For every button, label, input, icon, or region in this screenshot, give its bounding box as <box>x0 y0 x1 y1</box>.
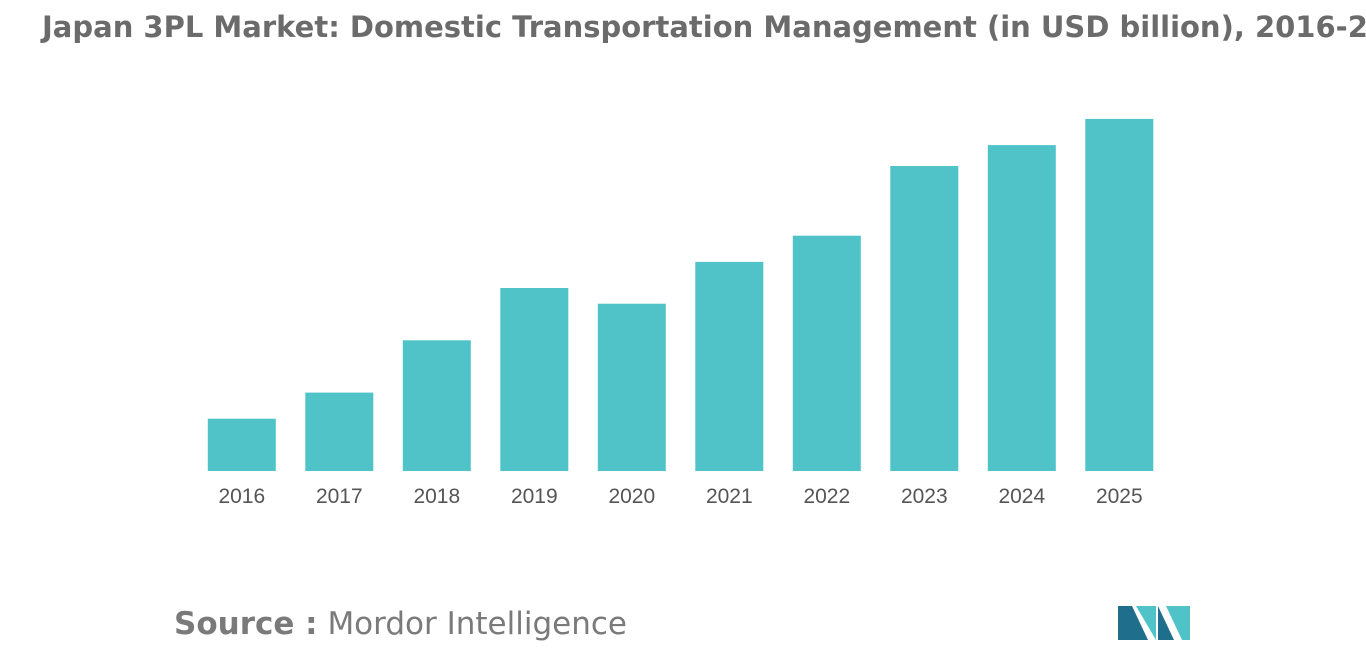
x-tick-label-2024: 2024 <box>998 485 1045 508</box>
x-tick-label-2022: 2022 <box>803 485 850 508</box>
logo-left-shape <box>1118 606 1148 640</box>
bar-2025 <box>1085 118 1154 472</box>
chart-title: Japan 3PL Market: Domestic Transportatio… <box>42 10 1366 44</box>
bar-2021 <box>695 261 764 471</box>
bar-chart: 2016 2017 2018 2019 2020 2021 2022 2023 2024 2025 <box>207 118 1154 508</box>
bar-2022 <box>792 235 861 471</box>
x-tick-label-2023: 2023 <box>901 485 948 508</box>
x-tick-label-2020: 2020 <box>608 485 655 508</box>
bar-2024 <box>987 145 1056 471</box>
logo-mid-shape <box>1136 606 1156 640</box>
x-tick-label-2017: 2017 <box>316 485 363 508</box>
bar-2020 <box>597 303 666 471</box>
x-tick-label-2019: 2019 <box>511 485 558 508</box>
x-tick-label-2021: 2021 <box>706 485 753 508</box>
bar-2016 <box>207 418 276 471</box>
mordor-intelligence-logo <box>1118 606 1190 640</box>
bar-2023 <box>890 166 959 471</box>
logo-right-dark-shape <box>1158 606 1174 640</box>
bar-2018 <box>402 340 471 471</box>
source-credit: Source : Mordor Intelligence <box>174 606 627 642</box>
bar-group <box>207 118 1154 472</box>
x-tick-label-2025: 2025 <box>1096 485 1143 508</box>
source-label: Source : <box>174 606 318 642</box>
x-axis-tick-labels: 2016 2017 2018 2019 2020 2021 2022 2023 2024 2025 <box>218 485 1142 508</box>
source-name: Mordor Intelligence <box>327 606 627 642</box>
bar-2019 <box>500 288 569 471</box>
bar-2017 <box>305 392 374 471</box>
x-tick-label-2018: 2018 <box>413 485 460 508</box>
logo-right-light-shape <box>1166 606 1190 640</box>
x-tick-label-2016: 2016 <box>218 485 265 508</box>
